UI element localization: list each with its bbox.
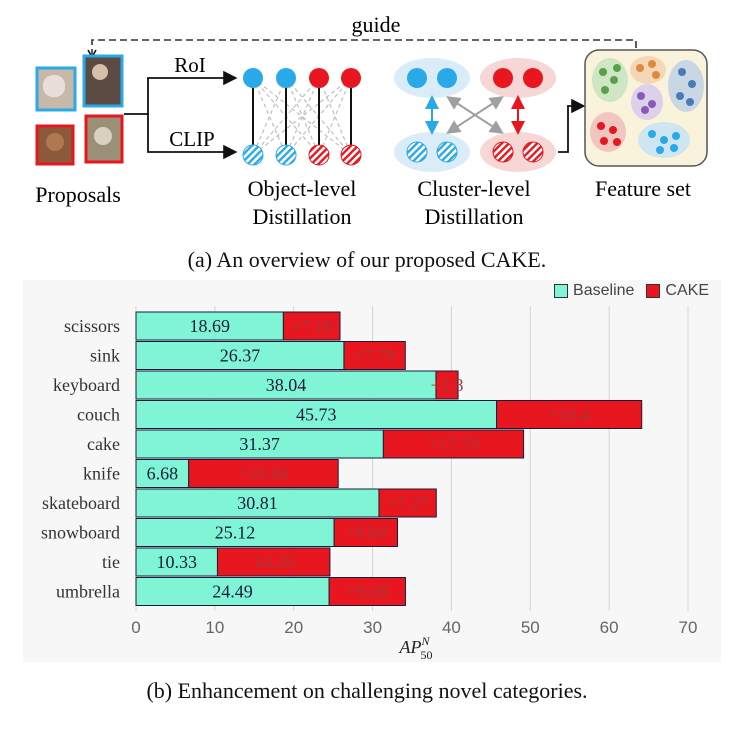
data-label: 24.49 xyxy=(212,582,253,602)
object-level-pair-links xyxy=(252,88,352,145)
data-label: 10.33 xyxy=(156,552,197,572)
data-label: +7.18 xyxy=(291,316,333,336)
legend-label-cake: CAKE xyxy=(665,282,709,299)
clip-label: CLIP xyxy=(169,127,215,151)
data-label: 25.12 xyxy=(215,523,256,543)
category-label: sink xyxy=(90,346,120,366)
cluster-level-groups xyxy=(394,58,556,172)
bar-cake xyxy=(188,459,339,488)
x-tick-label: 10 xyxy=(205,618,224,637)
bar-cake xyxy=(216,547,331,577)
legend-swatch-baseline xyxy=(554,284,569,298)
data-label: 38.04 xyxy=(266,375,307,395)
feature-set-arrow xyxy=(558,98,586,153)
bar-baseline xyxy=(135,400,498,429)
bar-baseline xyxy=(135,370,437,400)
data-label: 26.37 xyxy=(220,346,261,366)
overview-caption: (a) An overview of our proposed CAKE. xyxy=(187,247,547,272)
proposal-images xyxy=(35,54,124,166)
bar-baseline xyxy=(135,459,190,488)
bar-cake xyxy=(496,400,643,429)
data-label: +8.04 xyxy=(345,523,387,543)
x-axis-label: APN 50 xyxy=(398,634,432,662)
category-label: umbrella xyxy=(56,582,120,602)
branch-arrows xyxy=(124,70,238,160)
x-tick-label: 50 xyxy=(521,618,540,637)
cluster-level-arrows xyxy=(425,95,525,135)
category-label: keyboard xyxy=(53,375,120,395)
data-label: 30.81 xyxy=(237,493,278,513)
x-tick-label: 30 xyxy=(363,618,382,637)
proposals-label: Proposals xyxy=(35,182,121,207)
data-label: 45.73 xyxy=(296,405,337,425)
guide-label: guide xyxy=(352,12,401,37)
bar-cake xyxy=(328,577,406,606)
feature-set-box xyxy=(584,49,708,167)
bar-cake xyxy=(435,370,459,400)
data-label: +17.78 xyxy=(428,434,479,454)
data-label: 14.26 xyxy=(253,552,294,572)
data-label: +9.68 xyxy=(346,582,388,602)
legend-item-cake: CAKE xyxy=(646,282,709,300)
data-label: 18.69 xyxy=(189,316,230,336)
data-label: +18.4 xyxy=(548,405,590,425)
cluster-level-title-line1: Cluster-level xyxy=(417,176,530,201)
chart-panel: 0 10 20 30 40 50 60 70 scissors 18.69 +7.18 sink 26.… xyxy=(23,280,721,662)
x-tick-label: 40 xyxy=(442,618,461,637)
cake-overview-diagram: guide Proposals RoI CLIP Object-le xyxy=(35,12,708,229)
roi-label: RoI xyxy=(174,53,206,77)
stacked-bar-chart: 0 10 20 30 40 50 60 70 scissors 18.69 +7.18 sink 26.… xyxy=(41,306,698,662)
x-tick-label: 20 xyxy=(284,618,303,637)
proposal-image-person-2 xyxy=(82,54,124,108)
data-label: 6.68 xyxy=(147,464,179,484)
chart-legend: Baseline CAKE xyxy=(542,282,709,300)
category-label: snowboard xyxy=(41,523,120,543)
data-label: +18.96 xyxy=(238,464,289,484)
object-level-title-line2: Distillation xyxy=(253,204,352,229)
clip-feature-nodes xyxy=(242,144,362,166)
bar-cake xyxy=(333,518,398,547)
category-label: scissors xyxy=(64,316,120,336)
category-label: couch xyxy=(77,405,120,425)
feature-set-label: Feature set xyxy=(595,176,691,201)
bar-baseline xyxy=(135,311,284,341)
bar-baseline xyxy=(135,341,345,370)
category-label: knife xyxy=(83,464,120,484)
bar-baseline xyxy=(135,518,335,547)
x-tick-label: 70 xyxy=(679,618,698,637)
data-label: +7.78 xyxy=(354,346,396,366)
data-label: 31.37 xyxy=(239,434,280,454)
x-tick-label: 0 xyxy=(131,618,140,637)
legend-swatch-cake xyxy=(646,284,661,298)
category-label: cake xyxy=(87,434,120,454)
legend-label-baseline: Baseline xyxy=(573,282,635,299)
bar-cake xyxy=(343,341,406,370)
x-tick-label: 60 xyxy=(600,618,619,637)
data-label: +2.8 xyxy=(431,375,464,395)
object-level-links xyxy=(252,77,352,156)
category-label: skateboard xyxy=(42,493,120,513)
chart-caption: (b) Enhancement on challenging novel cat… xyxy=(146,678,588,703)
guide-connector xyxy=(87,39,637,59)
category-label: tie xyxy=(102,552,120,572)
legend-item-baseline: Baseline xyxy=(554,282,634,300)
bar-cake xyxy=(282,311,341,341)
cluster-level-title-line2: Distillation xyxy=(425,204,524,229)
data-label: +7.27 xyxy=(387,493,429,513)
bar-baseline xyxy=(135,488,380,518)
roi-feature-nodes xyxy=(243,68,361,88)
object-level-title-line1: Object-level xyxy=(248,176,357,201)
bar-cake xyxy=(378,488,437,518)
bar-cake xyxy=(382,429,525,459)
